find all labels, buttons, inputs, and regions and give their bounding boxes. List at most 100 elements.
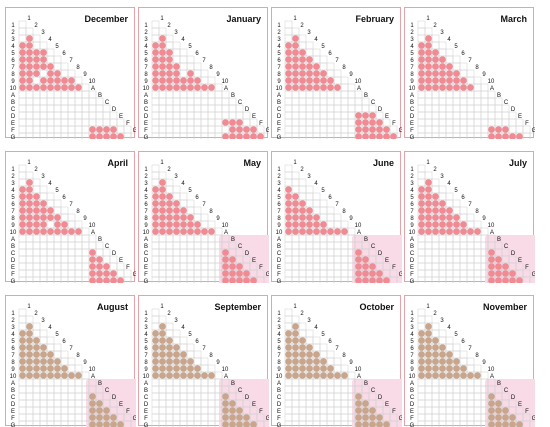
grid-cell bbox=[81, 276, 90, 283]
row-label: C bbox=[410, 395, 415, 401]
correlation-point bbox=[173, 221, 180, 228]
diagonal-label: 1 bbox=[27, 304, 31, 310]
grid-cell bbox=[46, 420, 55, 427]
grid-cell bbox=[165, 248, 174, 257]
grid-cell bbox=[39, 241, 48, 250]
grid-cell bbox=[151, 104, 160, 113]
grid-cell bbox=[312, 343, 321, 352]
grid-cell bbox=[25, 269, 34, 278]
grid-cell bbox=[172, 385, 181, 394]
correlation-point bbox=[292, 358, 299, 365]
diagonal-label: 5 bbox=[188, 332, 192, 338]
correlation-point bbox=[306, 214, 313, 221]
grid-cell bbox=[214, 83, 223, 92]
diagonal-label: 3 bbox=[41, 30, 45, 36]
grid-cell bbox=[291, 248, 300, 257]
grid-cell bbox=[326, 357, 335, 366]
diagonal-label: D bbox=[112, 251, 117, 257]
grid-cell bbox=[179, 276, 188, 283]
correlation-point bbox=[54, 365, 61, 372]
grid-cell bbox=[151, 97, 160, 106]
month-title: February bbox=[355, 14, 394, 24]
grid-cell bbox=[417, 178, 426, 187]
grid-cell bbox=[445, 248, 454, 257]
grid-cell bbox=[193, 406, 202, 415]
grid-cell bbox=[32, 385, 41, 394]
correlation-point bbox=[103, 407, 110, 414]
row-label: B bbox=[144, 244, 148, 250]
correlation-point bbox=[33, 56, 40, 63]
grid-cell bbox=[333, 220, 342, 229]
grid-cell bbox=[32, 185, 41, 194]
grid-cell bbox=[18, 90, 27, 99]
grid-cell bbox=[158, 413, 167, 422]
correlation-point bbox=[432, 221, 439, 228]
correlation-point bbox=[166, 214, 173, 221]
month-panel: November 1 2 3 4 5 6 7 8 9 10 A B C D E F G 1 2 3 4 5 6 7 8 9 10 A B C… bbox=[404, 295, 535, 427]
grid-cell bbox=[186, 399, 195, 408]
row-label: A bbox=[410, 237, 414, 243]
grid-cell bbox=[459, 69, 468, 78]
correlation-point bbox=[26, 323, 33, 330]
grid-cell bbox=[459, 248, 468, 257]
grid-cell bbox=[207, 104, 216, 113]
grid-cell bbox=[284, 392, 293, 401]
grid-cell bbox=[179, 192, 188, 201]
grid-cell bbox=[88, 118, 97, 127]
row-label: D bbox=[277, 402, 282, 408]
row-label: B bbox=[277, 244, 281, 250]
correlation-point bbox=[495, 270, 502, 277]
row-label: 7 bbox=[277, 65, 281, 71]
grid-cell bbox=[165, 41, 174, 50]
grid-cell bbox=[298, 329, 307, 338]
grid-cell bbox=[424, 248, 433, 257]
grid-cell bbox=[466, 69, 475, 78]
grid-cell bbox=[473, 118, 482, 127]
correlation-point bbox=[166, 365, 173, 372]
grid-cell bbox=[67, 97, 76, 106]
grid-cell bbox=[417, 27, 426, 36]
row-label: 4 bbox=[11, 44, 15, 50]
grid-cell bbox=[284, 178, 293, 187]
diagonal-label: 8 bbox=[475, 65, 479, 71]
grid-cell bbox=[221, 111, 230, 120]
row-label: C bbox=[144, 395, 149, 401]
correlation-point bbox=[152, 207, 159, 214]
grid-cell bbox=[298, 255, 307, 264]
grid-cell bbox=[291, 399, 300, 408]
grid-cell bbox=[305, 48, 314, 57]
correlation-point bbox=[369, 112, 376, 119]
correlation-point bbox=[425, 323, 432, 330]
grid-cell bbox=[333, 262, 342, 271]
grid-cell bbox=[53, 420, 62, 427]
correlation-point bbox=[96, 263, 103, 270]
row-label: 5 bbox=[11, 51, 15, 57]
grid-cell bbox=[179, 69, 188, 78]
correlation-point bbox=[446, 372, 453, 379]
grid-cell bbox=[340, 125, 349, 134]
grid-cell bbox=[186, 125, 195, 134]
grid-cell bbox=[39, 269, 48, 278]
row-label: G bbox=[277, 279, 282, 283]
grid-cell bbox=[298, 118, 307, 127]
correlation-point bbox=[369, 421, 376, 427]
grid-cell bbox=[438, 420, 447, 427]
diagonal-label: 7 bbox=[468, 202, 472, 208]
diagonal-label: 10 bbox=[89, 223, 96, 229]
grid-cell bbox=[46, 220, 55, 229]
correlation-point bbox=[425, 35, 432, 42]
row-label: D bbox=[144, 114, 149, 120]
correlation-point bbox=[320, 358, 327, 365]
grid-cell bbox=[74, 248, 83, 257]
diagonal-label: G bbox=[266, 416, 269, 422]
grid-cell bbox=[424, 118, 433, 127]
row-label: 10 bbox=[276, 86, 283, 92]
grid-cell bbox=[81, 241, 90, 250]
grid-cell bbox=[67, 241, 76, 250]
diagonal-label: 2 bbox=[167, 23, 171, 29]
row-label: 9 bbox=[11, 79, 15, 85]
diagonal-label: 9 bbox=[349, 216, 353, 222]
grid-cell bbox=[228, 97, 237, 106]
correlation-point bbox=[376, 270, 383, 277]
grid-cell bbox=[32, 276, 41, 283]
